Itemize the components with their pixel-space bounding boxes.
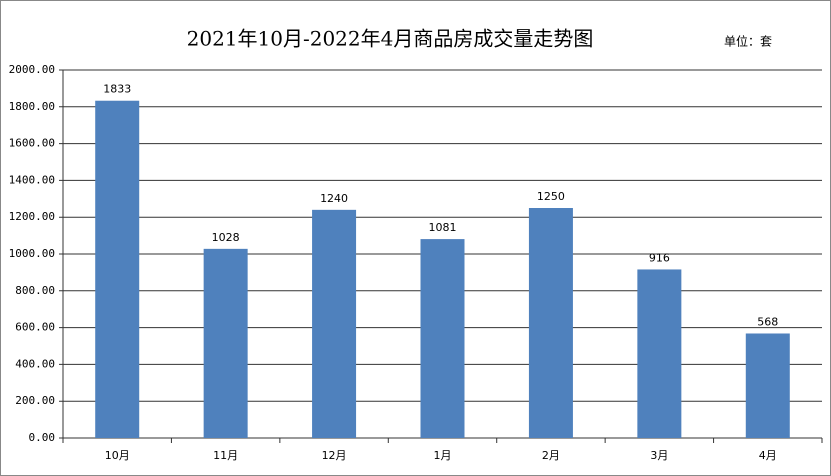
y-tick-label: 1400.00 <box>9 173 55 186</box>
bar <box>95 100 140 438</box>
data-label: 1250 <box>537 190 565 203</box>
chart-title: 2021年10月-2022年4月商品房成交量走势图 <box>187 27 594 51</box>
bar <box>745 333 790 438</box>
x-tick-label: 12月 <box>322 449 347 462</box>
bar <box>312 209 357 438</box>
x-tick-label: 11月 <box>213 449 238 462</box>
bar <box>203 248 248 438</box>
data-label: 568 <box>757 315 778 328</box>
bar <box>528 208 573 438</box>
x-tick-label: 3月 <box>650 449 668 462</box>
y-tick-label: 800.00 <box>15 284 55 297</box>
y-tick-label: 1800.00 <box>9 100 55 113</box>
bar <box>420 239 465 438</box>
x-tick-label: 4月 <box>759 449 777 462</box>
y-tick-label: 200.00 <box>15 394 55 407</box>
y-tick-label: 1000.00 <box>9 247 55 260</box>
y-tick-label: 1600.00 <box>9 137 55 150</box>
y-tick-label: 400.00 <box>15 357 55 370</box>
data-label: 1240 <box>320 192 348 205</box>
data-label: 1081 <box>429 221 457 234</box>
data-label: 916 <box>649 251 670 264</box>
y-tick-label: 600.00 <box>15 321 55 334</box>
y-tick-label: 2000.00 <box>9 63 55 76</box>
y-tick-label: 1200.00 <box>9 210 55 223</box>
x-tick-label: 10月 <box>105 449 130 462</box>
data-label: 1833 <box>103 83 131 96</box>
y-tick-label: 0.00 <box>29 431 56 444</box>
data-label: 1028 <box>212 231 240 244</box>
bar <box>637 269 682 438</box>
x-tick-label: 2月 <box>542 449 560 462</box>
unit-label: 单位：套 <box>724 34 772 49</box>
x-tick-label: 1月 <box>434 449 452 462</box>
